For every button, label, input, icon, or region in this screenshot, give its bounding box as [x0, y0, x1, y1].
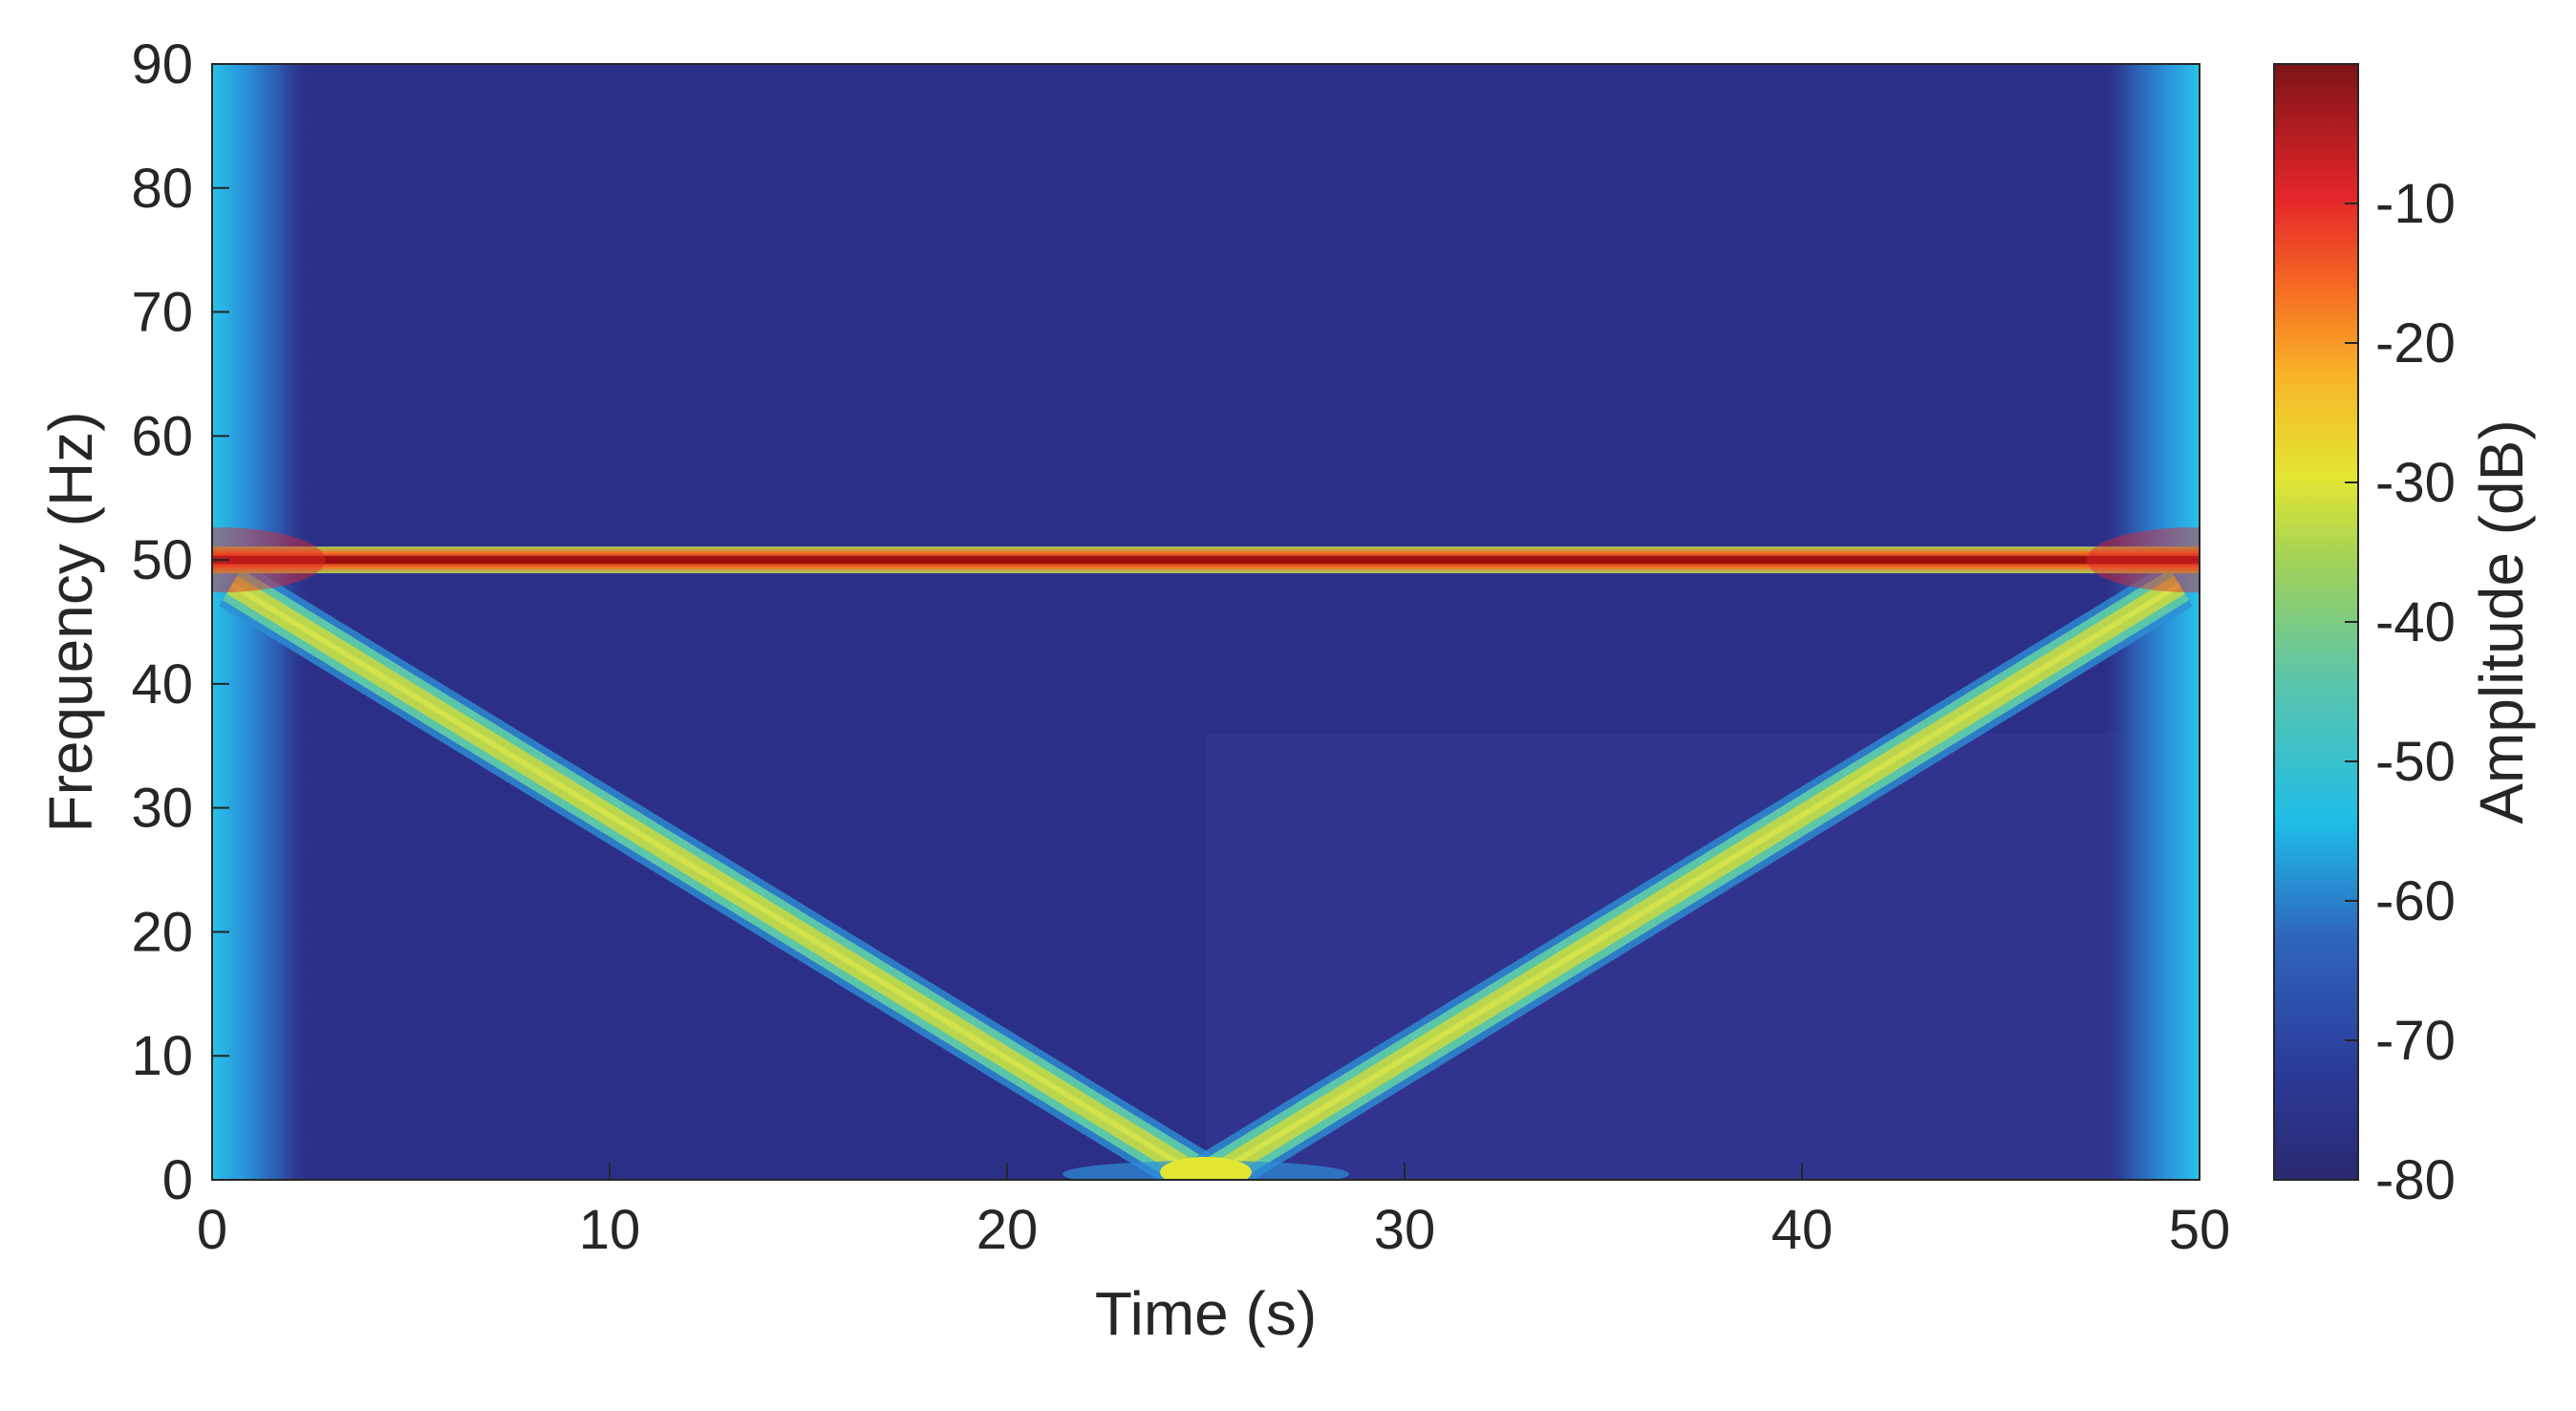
y-tick-label: 80	[131, 158, 193, 220]
y-axis: 0 10 20 30 40 50 60 70 80 90	[131, 33, 229, 1211]
x-axis-label: Time (s)	[1095, 1279, 1317, 1348]
y-tick-label: 50	[131, 529, 193, 591]
tone-flare-end	[2086, 527, 2200, 593]
y-tick-label: 60	[131, 405, 193, 467]
plot-frame	[211, 63, 2200, 1181]
plot-area	[212, 64, 2200, 1180]
colorbar-tick-label: -20	[2375, 312, 2456, 374]
colorbar-gradient	[2273, 63, 2359, 1181]
chirp-core-2	[1204, 582, 2181, 1180]
colorbar-tick-label: -50	[2375, 731, 2456, 793]
y-tick-label: 90	[131, 33, 193, 96]
colorbar-tick-label: -80	[2375, 1149, 2456, 1211]
chirp-core-1	[230, 582, 1208, 1180]
y-tick-label: 30	[131, 778, 193, 840]
colorbar-ticks: -10 -20 -30 -40 -50 -60 -70 -80	[2345, 173, 2456, 1211]
colorbar-tick-label: -30	[2375, 452, 2456, 514]
x-axis: 0 10 20 30 40 50	[197, 1163, 2230, 1261]
x-tick-label: 0	[197, 1199, 227, 1261]
x-tick-label: 40	[1771, 1199, 1834, 1261]
colorbar-label: Amplitude (dB)	[2467, 419, 2536, 823]
y-tick-label: 70	[131, 282, 193, 344]
y-tick-label: 0	[162, 1149, 193, 1211]
colorbar-tick-label: -10	[2375, 173, 2456, 235]
colorbar-tick-label: -60	[2375, 870, 2456, 932]
y-axis-label: Frequency (Hz)	[36, 412, 105, 833]
x-tick-label: 10	[579, 1199, 641, 1261]
tone-flare-start	[212, 527, 326, 593]
x-tick-label: 30	[1374, 1199, 1436, 1261]
tone-core-50hz	[212, 556, 2200, 565]
y-tick-label: 20	[131, 901, 193, 963]
y-tick-label: 10	[131, 1025, 193, 1087]
chirp-vertex	[1160, 1157, 1252, 1180]
y-tick-label: 40	[131, 653, 193, 716]
x-tick-label: 20	[977, 1199, 1039, 1261]
spectrogram-background	[212, 64, 2200, 1180]
colorbar-tick-label: -70	[2375, 1010, 2456, 1072]
colorbar: -10 -20 -30 -40 -50 -60 -70 -80 Amplitude (dB)	[2273, 63, 2536, 1211]
colorbar-tick-label: -40	[2375, 591, 2456, 653]
x-tick-label: 50	[2169, 1199, 2231, 1261]
